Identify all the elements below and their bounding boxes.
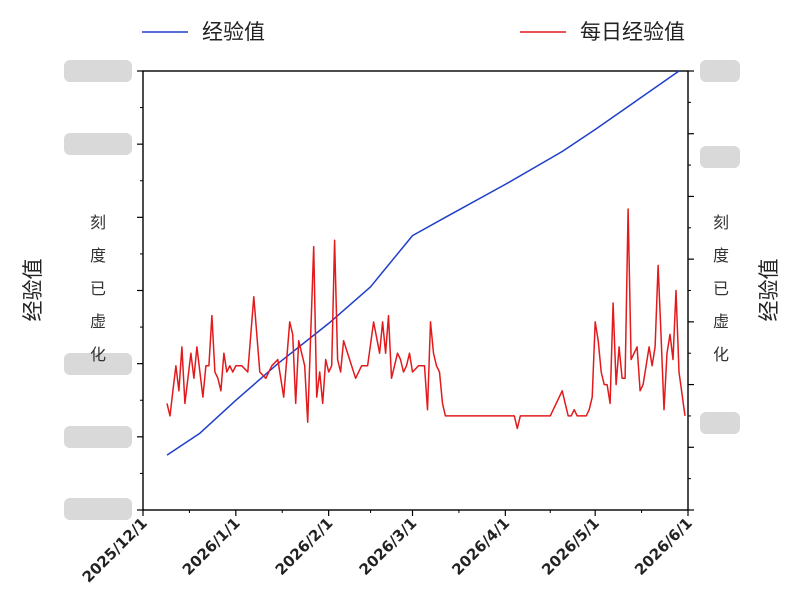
legend-label-daily: 每日经验值: [580, 20, 685, 44]
blurred-tick-right: [700, 60, 740, 82]
note-char: 刻: [90, 213, 106, 232]
note-char: 化: [713, 345, 729, 364]
x-tick-label: 2026/2/1: [272, 514, 337, 579]
blurred-tick-right: [700, 146, 740, 168]
blurred-tick-left: [64, 133, 132, 155]
legend-label-exp: 经验值: [202, 20, 265, 44]
note-char: 已: [90, 279, 106, 298]
blurred-tick-left: [64, 498, 132, 520]
x-tick-label: 2026/3/1: [356, 514, 421, 579]
plot-frame: [142, 70, 689, 511]
note-char: 度: [90, 246, 106, 265]
blurred-tick-left: [64, 353, 132, 375]
x-tick-labels: 2025/12/1 2026/1/1 2026/2/1 2026/3/1 2026/4/…: [79, 514, 696, 586]
note-char: 刻: [713, 213, 729, 232]
series-line-exp: [166, 70, 680, 456]
x-tick-label: 2025/12/1: [79, 514, 151, 586]
series-group: [166, 70, 686, 456]
left-blurred-ticks: [64, 60, 132, 520]
y-axis-left-label: 经验值: [21, 259, 45, 322]
note-char: 化: [90, 345, 106, 364]
y-axis-right-label: 经验值: [757, 259, 781, 322]
note-char: 度: [713, 246, 729, 265]
note-char: 虚: [90, 312, 106, 331]
note-char: 虚: [713, 312, 729, 331]
note-char: 已: [713, 279, 729, 298]
series-line-daily: [166, 208, 686, 430]
x-tick-label: 2026/5/1: [538, 514, 603, 579]
x-tick-label: 2026/1/1: [179, 514, 244, 579]
x-tick-label: 2026/6/1: [631, 514, 696, 579]
legend: 经验值 每日经验值: [142, 20, 685, 44]
x-tick-label: 2026/4/1: [448, 514, 513, 579]
right-blurred-ticks: [700, 60, 740, 434]
axis-ticks: [137, 70, 694, 516]
blurred-tick-right: [700, 412, 740, 434]
blurred-tick-left: [64, 426, 132, 448]
blurred-tick-left: [64, 60, 132, 82]
